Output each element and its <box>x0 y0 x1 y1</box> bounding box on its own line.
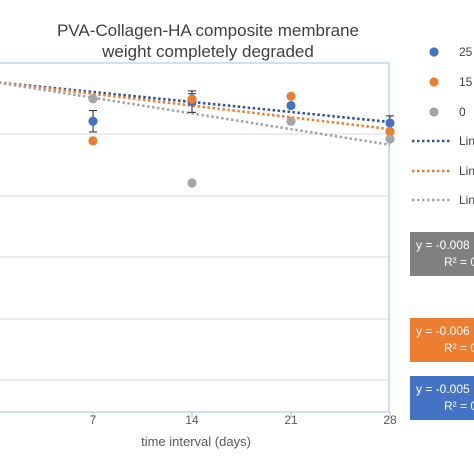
point-0-7 <box>88 94 98 104</box>
point-0-21 <box>286 116 296 126</box>
equation-line2-2: R² = 0 <box>444 399 474 413</box>
x-tick-label-21: 21 <box>284 413 298 427</box>
legend-marker-15 <box>429 77 439 87</box>
trendline-1 <box>0 81 391 131</box>
point-0-14 <box>187 178 197 188</box>
chart-title-line-2: weight completely degraded <box>101 42 314 61</box>
legend-trend-label-1: Lin <box>459 164 474 178</box>
legend-label-25: 25 <box>459 45 473 59</box>
legend-trend-label-2: Lin <box>459 193 474 207</box>
point-15-14 <box>187 94 197 104</box>
point-15-21 <box>286 91 296 101</box>
equation-box-2 <box>410 376 474 420</box>
legend-marker-25 <box>429 47 439 57</box>
legend-label-0: 0 <box>459 105 466 119</box>
chart-title-line-1: PVA-Collagen-HA composite membrane <box>57 21 359 40</box>
point-25-7 <box>88 116 98 126</box>
equation-line1-0: y = -0.008 <box>416 238 470 252</box>
equation-line1-1: y = -0.006 <box>416 324 470 338</box>
x-tick-label-28: 28 <box>383 413 397 427</box>
trendlines <box>0 81 391 147</box>
point-0-28 <box>385 134 395 144</box>
legend: 25 15 0 Lin Lin Lin <box>412 45 474 207</box>
x-tick-labels: 7 14 21 28 <box>90 413 397 427</box>
point-25-21 <box>286 100 296 111</box>
legend-label-15: 15 <box>459 75 473 89</box>
point-15-28 <box>385 127 395 137</box>
plot-area-border <box>0 62 390 413</box>
equation-line2-0: R² = 0 <box>444 255 474 269</box>
x-tick-label-14: 14 <box>185 413 199 427</box>
x-axis-label: time interval (days) <box>141 434 251 449</box>
legend-marker-0 <box>429 107 439 117</box>
point-25-28 <box>385 118 395 128</box>
trendline-equations: y = -0.008 R² = 0 y = -0.006 R² = 0 y = -0.0… <box>410 232 474 420</box>
equation-line2-1: R² = 0 <box>444 341 474 355</box>
legend-trend-label-0: Lin <box>459 134 474 148</box>
data-points <box>88 91 395 188</box>
point-15-7 <box>88 136 98 146</box>
grid-lines <box>0 133 391 418</box>
equation-line1-2: y = -0.005 <box>416 382 470 396</box>
equation-box-0 <box>410 232 474 276</box>
x-tick-label-7: 7 <box>90 413 97 427</box>
trendline-2 <box>0 81 391 147</box>
equation-box-1 <box>410 318 474 362</box>
